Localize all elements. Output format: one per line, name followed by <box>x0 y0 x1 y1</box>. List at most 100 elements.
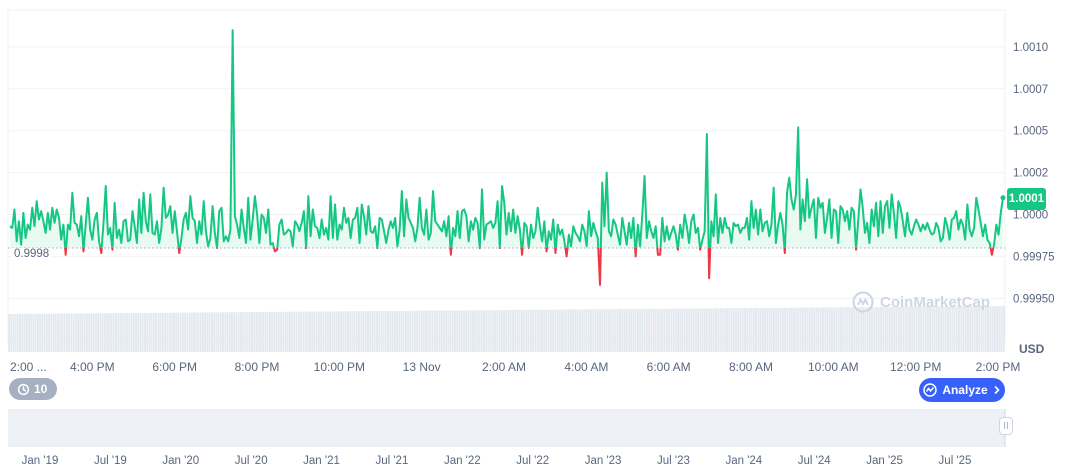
volume-bar <box>779 307 782 352</box>
history-button[interactable]: 10 <box>9 378 58 400</box>
volume-bar <box>623 309 626 352</box>
volume-bar <box>868 307 871 352</box>
volume-bar <box>918 306 920 352</box>
volume-bar <box>371 311 374 352</box>
volume-bar <box>175 312 178 352</box>
volume-bar <box>226 312 229 352</box>
volume-bar <box>706 308 708 352</box>
navigator[interactable]: Jan '19 Jul '19 Jan '20 Jul '20 Jan '21 Jul '… <box>8 409 1006 467</box>
volume-bar <box>541 309 543 352</box>
volume-bar <box>665 308 668 352</box>
volume-bar <box>262 311 265 352</box>
volume-bar <box>382 310 385 352</box>
volume-bar <box>219 312 222 352</box>
volume-bar <box>766 307 769 352</box>
volume-bar <box>822 307 824 352</box>
volume-bar <box>955 306 958 352</box>
volume-bar <box>68 313 71 352</box>
volume-bar <box>487 310 490 352</box>
volume-bar <box>90 313 93 352</box>
volume-bar <box>222 312 224 352</box>
volume-bar <box>982 306 985 352</box>
volume-bar <box>8 314 10 352</box>
volume-bar <box>456 310 459 352</box>
volume-bar <box>935 306 938 352</box>
volume-bar <box>326 311 329 352</box>
volume-bar <box>36 313 39 352</box>
volume-bar <box>119 313 122 352</box>
volume-bar <box>723 308 726 352</box>
volume-bar <box>300 311 303 352</box>
volume-bar <box>271 311 274 352</box>
volume-bar <box>886 306 889 352</box>
volume-bar <box>364 311 367 352</box>
navigator-handle[interactable]: II <box>999 417 1013 435</box>
volume-bar <box>126 313 129 352</box>
chevron-right-icon <box>994 385 1000 395</box>
volume-bar <box>984 306 987 352</box>
volume-bar <box>512 309 514 352</box>
volume-bar <box>770 307 773 352</box>
volume-bar <box>289 311 291 352</box>
volume-bar <box>520 309 523 352</box>
volume-bar <box>186 312 189 352</box>
volume-bar <box>721 308 724 352</box>
volume-bar <box>641 308 644 352</box>
volume-bar <box>610 309 613 352</box>
volume-bar <box>193 312 195 352</box>
volume-bar <box>50 313 53 352</box>
volume-bar <box>86 313 88 352</box>
analyze-button[interactable]: Analyze <box>919 378 1005 402</box>
volume-bar <box>810 307 813 352</box>
volume-bar <box>728 308 731 352</box>
volume-bar <box>344 311 347 352</box>
volume-bar <box>416 310 418 352</box>
volume-bar <box>260 311 262 352</box>
volume-bar <box>786 307 789 352</box>
volume-bar <box>367 311 369 352</box>
y-axis: 1.0010 1.0007 1.0005 1.0002 1.0000 0.99975 0.9… <box>1013 42 1055 305</box>
volume-bar <box>967 306 969 352</box>
volume-bar <box>324 311 327 352</box>
volume-bar <box>146 312 149 352</box>
volume-bar <box>514 309 517 352</box>
volume-bar <box>960 306 963 352</box>
x-tick-label: 10:00 AM <box>808 360 859 374</box>
volume-bar <box>39 313 42 352</box>
volume-bar <box>110 313 113 352</box>
volume-bar <box>585 309 588 352</box>
volume-bar <box>467 310 470 352</box>
volume-bar <box>507 309 510 352</box>
volume-bar <box>351 311 354 352</box>
volume-bar <box>494 310 497 352</box>
volume-bar <box>322 311 325 352</box>
volume-bar <box>536 309 539 352</box>
volume-bar <box>636 308 639 352</box>
volume-bar <box>561 309 563 352</box>
volume-bar <box>81 313 84 352</box>
volume-bar <box>297 311 300 352</box>
volume-bar <box>257 311 260 352</box>
volume-bar <box>509 309 512 352</box>
x-tick-label: 2:00 ... <box>10 360 47 374</box>
volume-bar <box>360 311 363 352</box>
volume-bar <box>302 311 305 352</box>
volume-bar <box>964 306 967 352</box>
volume-bar <box>737 308 740 352</box>
volume-bar <box>574 309 577 352</box>
volume-bar <box>101 313 104 352</box>
volume-bar <box>99 313 102 352</box>
volume-bar <box>996 306 998 352</box>
volume-bar <box>650 308 653 352</box>
volume-bar <box>130 313 133 352</box>
volume-bar <box>255 312 258 352</box>
volume-bar <box>708 308 711 352</box>
volume-bar <box>206 312 209 352</box>
volume-bar <box>679 308 682 352</box>
volume-bar <box>10 313 13 352</box>
volume-bar <box>28 313 30 352</box>
volume-bar <box>831 307 833 352</box>
volume-bar <box>953 306 956 352</box>
volume-bar <box>159 312 162 352</box>
